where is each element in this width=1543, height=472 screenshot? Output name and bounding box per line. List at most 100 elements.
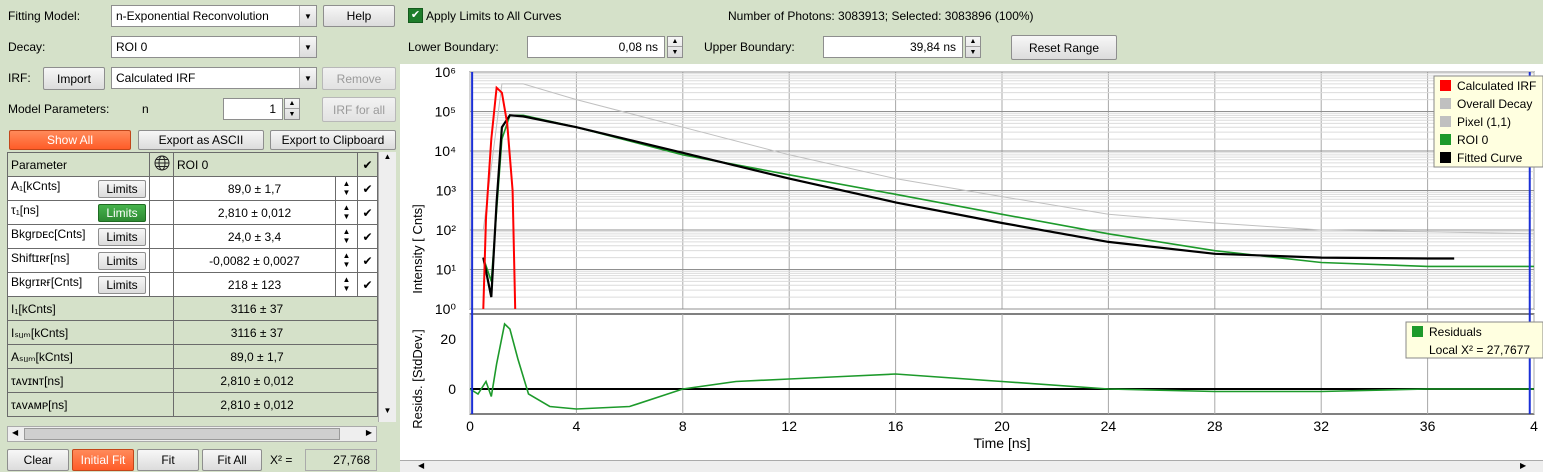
limits-button[interactable]: Limits [98, 252, 146, 270]
param-stepper[interactable]: ▲ ▼ [335, 272, 358, 297]
param-value[interactable]: 89,0 ± 1,7 [173, 176, 336, 201]
limits-button[interactable]: Limits [98, 180, 146, 198]
param-value[interactable]: 2,810 ± 0,012 [173, 200, 336, 225]
initial-fit-button[interactable]: Initial Fit [72, 449, 134, 471]
fit-button[interactable]: Fit [137, 449, 199, 471]
n-stepper[interactable]: ▲ ▼ [284, 98, 300, 120]
scroll-thumb[interactable] [24, 428, 340, 440]
up-arrow-icon[interactable]: ▲ [966, 37, 980, 47]
param-global-cell[interactable] [149, 200, 174, 225]
lower-boundary-stepper[interactable]: ▲ ▼ [667, 36, 683, 58]
export-ascii-button[interactable]: Export as ASCII [138, 130, 264, 150]
irf-value: Calculated IRF [116, 71, 196, 85]
param-name: Shiftɪʀғ[ns] [11, 251, 70, 265]
help-button[interactable]: Help [323, 5, 395, 27]
legend-swatch-overall [1440, 98, 1451, 109]
legend-swatch-irf [1440, 80, 1451, 91]
legend-pixel: Pixel (1,1) [1457, 115, 1511, 129]
check-icon[interactable]: ✔ [357, 176, 378, 201]
limits-button[interactable]: Limits [98, 228, 146, 246]
up-arrow-icon[interactable]: ▲ [285, 99, 299, 109]
export-clipboard-button[interactable]: Export to Clipboard [270, 130, 396, 150]
upper-boundary-label: Upper Boundary: [704, 40, 795, 54]
irf-select[interactable]: Calculated IRF ▼ [111, 67, 317, 89]
legend-residuals: Residuals [1429, 325, 1482, 339]
decay-label: Decay: [8, 40, 46, 54]
scroll-down-icon[interactable]: ▼ [383, 406, 392, 415]
plot-svg[interactable]: 0 4 8 12 16 20 24 28 32 36 4 10⁰ 10¹ 10² 10³ 10⁴ 10⁵ 10⁶ 0… [400, 64, 1543, 472]
y-tick-label: 10¹ [436, 262, 457, 278]
scroll-right-icon[interactable]: ▶ [1520, 461, 1527, 470]
table-horizontal-scrollbar[interactable]: ◀ ▶ [7, 426, 377, 442]
plot-horizontal-scrollbar[interactable]: ◀ ▶ [400, 460, 1543, 472]
n-input[interactable]: 1 [223, 98, 283, 120]
fitting-model-label: Fitting Model: [8, 9, 81, 23]
param-stepper[interactable]: ▲ ▼ [335, 224, 358, 249]
legend-overall: Overall Decay [1457, 97, 1532, 111]
y-tick-label: 10² [436, 222, 457, 238]
globe-icon[interactable] [149, 152, 174, 177]
upper-boundary-input[interactable]: 39,84 ns [823, 36, 963, 58]
param-global-cell[interactable] [149, 272, 174, 297]
fit-all-button[interactable]: Fit All [202, 449, 262, 471]
residual-grid [469, 313, 1535, 415]
param-stepper[interactable]: ▲ ▼ [335, 176, 358, 201]
col-header-parameter: Parameter [7, 152, 150, 177]
x-tick-label: 32 [1313, 418, 1329, 434]
main-grid [469, 71, 1535, 310]
check-icon[interactable]: ✔ [357, 272, 378, 297]
y-axis-label: Intensity [ Cnts] [410, 204, 425, 294]
derived-param-name: τᴀᴠᴀᴍᴘ[ns] [7, 392, 174, 417]
check-icon[interactable]: ✔ [357, 248, 378, 273]
reset-range-button[interactable]: Reset Range [1011, 35, 1117, 60]
derived-param-value: 2,810 ± 0,012 [173, 368, 378, 393]
check-icon[interactable]: ✔ [357, 224, 378, 249]
irf-for-all-button[interactable]: IRF for all [322, 97, 396, 122]
derived-param-name: τᴀᴠɪɴᴛ[ns] [7, 368, 174, 393]
check-icon[interactable]: ✔ [357, 200, 378, 225]
legend-roi: ROI 0 [1457, 133, 1489, 147]
x-tick-label: 12 [781, 418, 797, 434]
scroll-right-icon[interactable]: ▶ [365, 428, 372, 437]
up-arrow-icon[interactable]: ▲ [668, 37, 682, 47]
param-global-cell[interactable] [149, 176, 174, 201]
x-tick-label: 4 [1530, 418, 1538, 434]
import-button[interactable]: Import [43, 67, 105, 90]
param-value[interactable]: 218 ± 123 [173, 272, 336, 297]
param-stepper[interactable]: ▲ ▼ [335, 200, 358, 225]
scroll-left-icon[interactable]: ◀ [12, 428, 19, 437]
photons-info: Number of Photons: 3083913; Selected: 30… [728, 9, 1034, 23]
param-stepper[interactable]: ▲ ▼ [335, 248, 358, 273]
param-global-cell[interactable] [149, 248, 174, 273]
check-icon[interactable]: ✔ [357, 152, 378, 177]
derived-param-value: 89,0 ± 1,7 [173, 344, 378, 369]
down-arrow-icon[interactable]: ▼ [671, 48, 679, 56]
param-value[interactable]: -0,0082 ± 0,0027 [173, 248, 336, 273]
remove-button[interactable]: Remove [322, 67, 396, 90]
clear-button[interactable]: Clear [7, 449, 69, 471]
x-tick-label: 28 [1207, 418, 1223, 434]
down-arrow-icon[interactable]: ▼ [288, 110, 296, 118]
down-arrow-icon[interactable]: ▼ [969, 48, 977, 56]
limits-button[interactable]: Limits [98, 276, 146, 294]
limits-button[interactable]: Limits [98, 204, 146, 222]
upper-boundary-stepper[interactable]: ▲ ▼ [965, 36, 981, 58]
param-global-cell[interactable] [149, 224, 174, 249]
x-axis-label: Time [ns] [973, 435, 1030, 451]
fitting-model-select[interactable]: n-Exponential Reconvolution ▼ [111, 5, 317, 27]
main-legend: Calculated IRF Overall Decay Pixel (1,1)… [1433, 75, 1543, 168]
legend-swatch-pixel [1440, 116, 1451, 127]
decay-select[interactable]: ROI 0 ▼ [111, 36, 317, 58]
table-vertical-scrollbar[interactable]: ▲ ▼ [378, 152, 396, 422]
lower-boundary-input[interactable]: 0,08 ns [527, 36, 665, 58]
show-all-button[interactable]: Show All [9, 130, 131, 150]
scroll-up-icon[interactable]: ▲ [383, 152, 392, 161]
checkbox-apply-limits[interactable]: ✔ [408, 8, 423, 23]
legend-fitted: Fitted Curve [1457, 151, 1523, 165]
param-value[interactable]: 24,0 ± 3,4 [173, 224, 336, 249]
derived-param-name: I₁[kCnts] [7, 296, 174, 321]
derived-param-value: 3116 ± 37 [173, 320, 378, 345]
chevron-down-icon: ▼ [299, 68, 316, 88]
legend-swatch-fitted [1440, 152, 1451, 163]
scroll-left-icon[interactable]: ◀ [418, 461, 425, 470]
